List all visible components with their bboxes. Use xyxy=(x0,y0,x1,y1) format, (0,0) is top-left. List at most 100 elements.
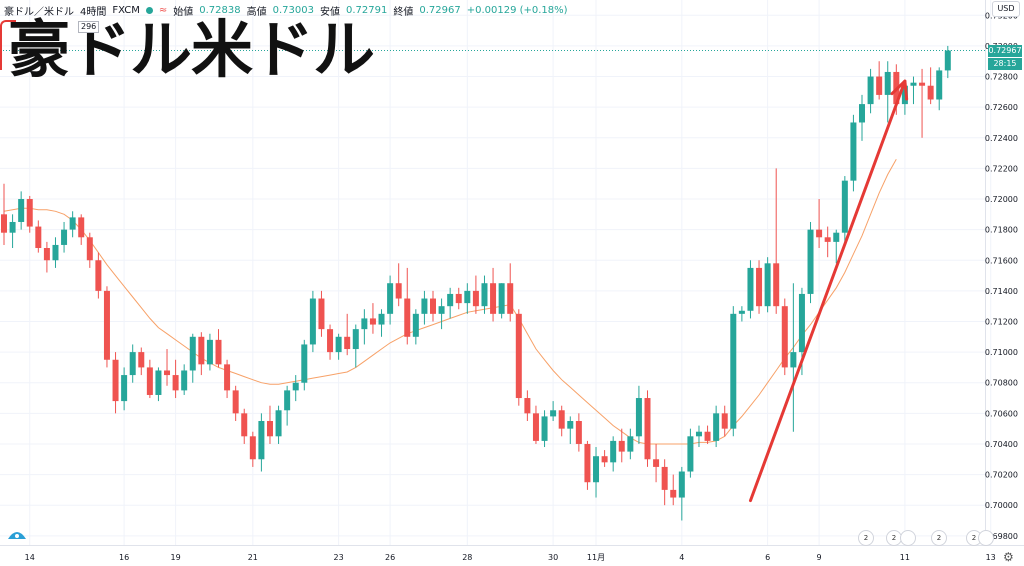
candle xyxy=(284,385,291,426)
candle-body xyxy=(447,293,454,307)
price-tick-label: 0.71400 xyxy=(985,287,1018,296)
candle xyxy=(138,347,145,376)
candle xyxy=(747,260,754,319)
price-tick-label: 0.72600 xyxy=(985,103,1018,112)
candle xyxy=(292,375,299,402)
candle xyxy=(481,275,488,314)
candle-body xyxy=(181,370,188,391)
candle xyxy=(490,267,497,322)
candle xyxy=(550,401,557,421)
candle-body xyxy=(258,420,265,460)
candle xyxy=(610,436,617,472)
price-tick-label: 0.70000 xyxy=(985,501,1018,510)
candle-body xyxy=(438,306,445,314)
candle-body xyxy=(550,410,557,417)
candle xyxy=(78,214,85,245)
candle xyxy=(773,168,780,314)
price-tick-label: 0.70600 xyxy=(985,409,1018,418)
arrow-head xyxy=(890,79,909,101)
candle xyxy=(447,287,454,319)
candle xyxy=(387,275,394,325)
candle xyxy=(541,410,548,448)
candle xyxy=(455,287,462,310)
tradingview-logo-icon[interactable] xyxy=(6,527,28,541)
candle-body xyxy=(593,456,600,483)
au-flag-icon[interactable] xyxy=(900,530,916,546)
candle-body xyxy=(335,336,342,353)
candle xyxy=(206,333,213,371)
candle-body xyxy=(430,298,436,314)
low-value: 0.72791 xyxy=(345,4,388,16)
candle-body xyxy=(138,352,145,368)
market-status-icon: ≈ xyxy=(158,4,168,16)
candle xyxy=(472,275,479,314)
globe-flag-icon[interactable]: 2 xyxy=(858,530,874,546)
candle-body xyxy=(721,413,728,429)
currency-button[interactable]: USD xyxy=(992,1,1020,17)
us-flag-icon[interactable]: 2 xyxy=(931,530,947,546)
candle xyxy=(670,474,677,506)
candle xyxy=(507,263,514,322)
candle-body xyxy=(936,70,943,100)
time-tick-label: 16 xyxy=(119,553,129,562)
candle-body xyxy=(206,339,213,365)
candle-body xyxy=(670,489,677,498)
candle xyxy=(181,364,188,395)
candle xyxy=(241,408,248,444)
candle xyxy=(164,349,171,386)
candle-body xyxy=(515,313,522,399)
candle xyxy=(9,214,16,249)
candle-body xyxy=(944,50,951,71)
candle-body xyxy=(824,237,831,242)
candle xyxy=(395,263,402,307)
candle xyxy=(593,447,600,498)
candle-body xyxy=(172,375,179,391)
price-tick-label: 0.71000 xyxy=(985,348,1018,357)
candle xyxy=(249,431,256,467)
candle-body xyxy=(919,82,926,86)
candle xyxy=(335,333,342,360)
time-tick-label: 4 xyxy=(679,553,684,562)
candle-body xyxy=(695,431,702,437)
candle xyxy=(103,286,110,368)
candle xyxy=(635,385,642,444)
candle-body xyxy=(344,336,351,350)
candle xyxy=(1,183,7,245)
time-tick-label: 28 xyxy=(462,553,472,562)
symbol-name[interactable]: 豪ドル／米ドル xyxy=(4,6,74,18)
candle-body xyxy=(747,267,754,311)
price-tick-label: 0.72000 xyxy=(985,195,1018,204)
candle-body xyxy=(876,76,883,95)
candle xyxy=(361,309,368,345)
time-axis[interactable]: 14 16 19 21 23 26 28 30 11月 4 6 9 11 13 xyxy=(25,553,996,562)
candle xyxy=(301,339,308,391)
candle-body xyxy=(610,440,617,463)
candle-body xyxy=(455,293,462,304)
trend-arrow-annotation xyxy=(748,79,909,503)
us-flag-icon[interactable] xyxy=(978,530,994,546)
time-tick-label: 26 xyxy=(385,553,395,562)
candle-body xyxy=(661,466,668,490)
settings-gear-icon[interactable]: ⚙ xyxy=(1003,550,1014,564)
candle-body xyxy=(78,217,85,238)
candle xyxy=(266,405,273,444)
drawing-marker xyxy=(0,20,16,70)
indicator-value-badge: 296 xyxy=(78,21,100,33)
candle-body xyxy=(112,359,119,402)
candle-body xyxy=(524,398,531,414)
candle xyxy=(438,298,445,330)
candle-body xyxy=(26,199,33,227)
overlay-title: 豪ドル米ドル xyxy=(8,13,375,86)
interval-label[interactable]: 4時間 xyxy=(80,6,107,18)
candle-body xyxy=(678,471,685,498)
close-value: 0.72967 xyxy=(419,4,461,16)
price-tick-label: 0.71800 xyxy=(985,226,1018,235)
candle xyxy=(756,260,763,314)
price-axis[interactable]: 0.732000.730000.728000.726000.724000.722… xyxy=(985,11,1018,541)
price-tick-label: 0.71200 xyxy=(985,317,1018,326)
candle-body xyxy=(86,237,93,261)
candle-body xyxy=(224,364,231,391)
candle-body xyxy=(575,420,582,444)
candle-body xyxy=(292,382,299,391)
